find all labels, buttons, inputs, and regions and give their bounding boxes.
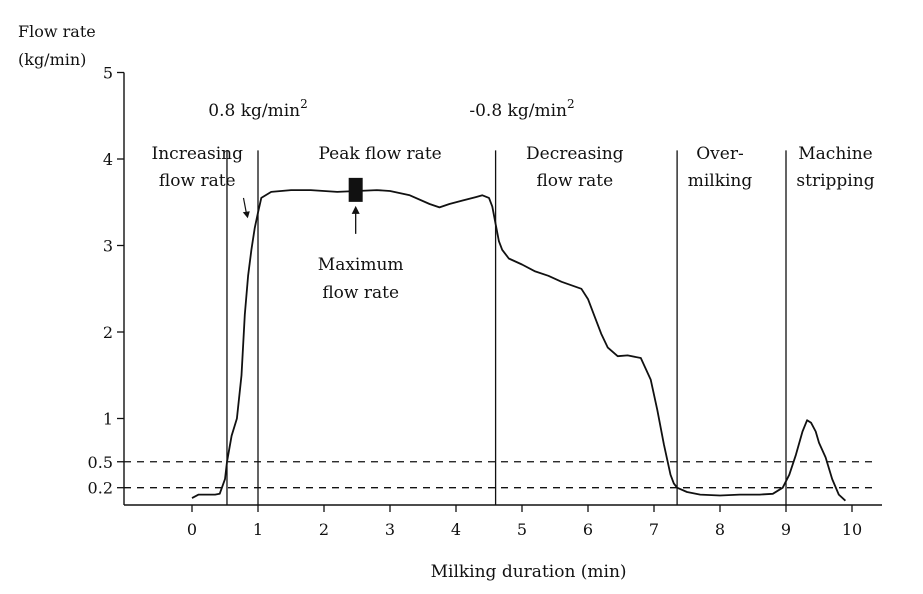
x-tick-label: 2 — [319, 520, 329, 539]
maximum-flow-rate-label: Maximum — [318, 255, 404, 275]
y-tick-label: 0.2 — [88, 479, 113, 498]
maximum-flow-rate-label: flow rate — [322, 283, 399, 303]
x-tick-label: 4 — [451, 520, 461, 539]
phase-label: Increasing — [152, 144, 244, 164]
x-tick-label: 0 — [187, 520, 197, 539]
x-tick-label: 3 — [385, 520, 395, 539]
slope-label-base: -0.8 kg/min — [469, 101, 567, 121]
slope-label-base: 0.8 kg/min — [208, 101, 300, 121]
slope-labels: 0.8 kg/min2 -0.8 kg/min2 — [208, 97, 574, 121]
y-tick-label: 5 — [103, 64, 113, 83]
x-axis-label: Milking duration (min) — [431, 562, 627, 582]
phase-boundary-lines — [226, 150, 787, 505]
phase-label: Machine — [798, 144, 872, 164]
maximum-flow-rate-marker: Maximum flow rate — [242, 177, 404, 303]
axes — [123, 72, 882, 506]
y-axis-ticks: 0.2 0.5 1 2 3 4 5 — [88, 64, 124, 498]
slope-label: -0.8 kg/min2 — [469, 97, 574, 121]
phase-label: flow rate — [159, 171, 236, 191]
x-tick-label: 8 — [715, 520, 725, 539]
y-axis-label: Flow rate (kg/min) — [18, 22, 96, 69]
flow-rate-curve — [191, 189, 847, 502]
y-axis-label-line: Flow rate — [18, 22, 96, 41]
x-tick-label: 10 — [842, 520, 862, 539]
x-tick-label: 5 — [517, 520, 527, 539]
slope-label-exponent: 2 — [567, 97, 575, 111]
x-tick-label: 7 — [649, 520, 659, 539]
y-tick-label: 1 — [103, 410, 113, 429]
maximum-flow-rate-point — [348, 177, 363, 202]
phase-label: stripping — [796, 171, 874, 191]
x-tick-label: 1 — [253, 520, 263, 539]
increasing-arrow-head — [242, 211, 250, 219]
dashed-reference-lines — [124, 461, 872, 489]
y-axis-label-line: (kg/min) — [18, 50, 86, 69]
phase-label: milking — [688, 171, 753, 191]
x-tick-label: 9 — [781, 520, 791, 539]
y-tick-label: 2 — [103, 323, 113, 342]
phase-label: Decreasing — [526, 144, 624, 164]
phase-label: Peak flow rate — [318, 144, 441, 164]
y-tick-label: 4 — [103, 150, 113, 169]
phase-labels: Increasing flow rate Peak flow rate Decreas… — [152, 144, 875, 191]
y-tick-label: 3 — [103, 237, 113, 256]
maximum-arrow-head — [351, 205, 360, 214]
x-tick-label: 6 — [583, 520, 593, 539]
y-tick-label: 0.5 — [88, 453, 113, 472]
x-axis-ticks: 0 1 2 3 4 5 6 7 8 9 10 — [187, 505, 862, 539]
slope-label-exponent: 2 — [300, 97, 308, 111]
phase-label: flow rate — [536, 171, 613, 191]
phase-label: Over- — [696, 144, 743, 164]
slope-label: 0.8 kg/min2 — [208, 97, 308, 121]
